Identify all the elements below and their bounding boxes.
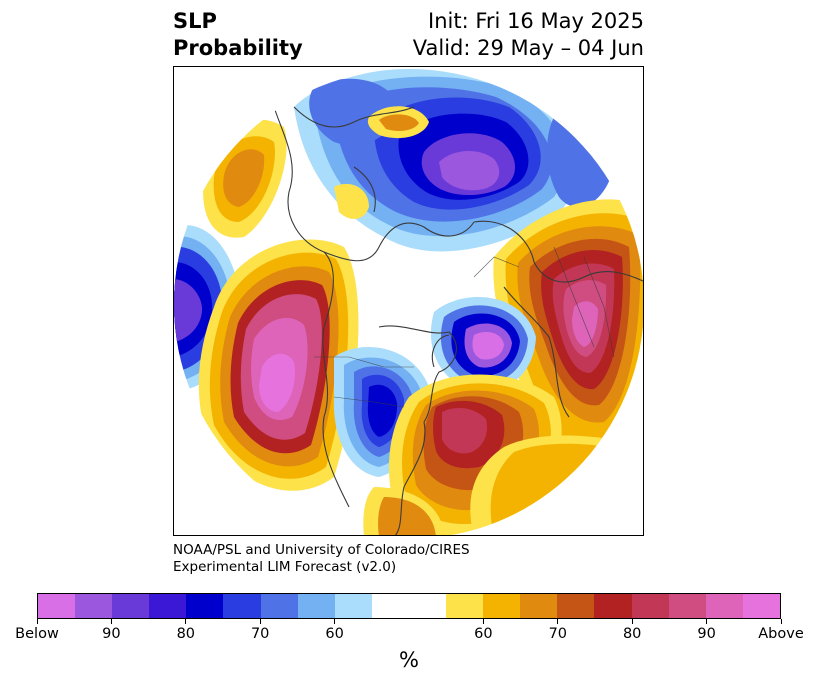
colorbar-tick-label: 90: [697, 626, 716, 642]
colorbar-tick: [110, 619, 112, 624]
colorbar-segment: [705, 594, 743, 618]
title-type: Probability: [173, 36, 303, 60]
colorbar-tick-label: 80: [176, 626, 196, 642]
colorbar-segment: [38, 594, 76, 618]
colorbar-segment: [668, 594, 706, 618]
colorbar-tick-label: 70: [548, 626, 568, 642]
colorbar-tick-label: Below: [15, 626, 59, 642]
credit-line1: NOAA/PSL and University of Colorado/CIRE…: [173, 542, 470, 558]
colorbar-tick-label: Above: [758, 626, 804, 642]
colorbar-segment: [557, 594, 595, 618]
colorbar-segment: [186, 594, 224, 618]
colorbar-tick: [780, 619, 782, 624]
colorbar-tick-label: 80: [622, 626, 642, 642]
colorbar-tick: [259, 619, 261, 624]
colorbar-segment: [408, 594, 447, 618]
colorbar-segment: [297, 594, 335, 618]
colorbar-tick-label: 90: [102, 626, 121, 642]
init-date: Init: Fri 16 May 2025: [428, 9, 644, 33]
colorbar-segment: [334, 594, 372, 618]
colorbar-tick: [185, 619, 187, 624]
colorbar-segment: [260, 594, 298, 618]
map-frame: [173, 66, 644, 536]
colorbar-tick: [557, 619, 559, 624]
colorbar-tick-label: 60: [474, 626, 493, 642]
probability-field: [174, 69, 643, 535]
colorbar-segment: [446, 594, 484, 618]
colorbar-segment: [223, 594, 261, 618]
colorbar-segment: [520, 594, 558, 618]
colorbar-segment: [371, 594, 409, 618]
colorbar-tick-label: 70: [250, 626, 270, 642]
northeast-pacific-high: [198, 239, 359, 491]
colorbar: [37, 593, 781, 619]
probability-map: [174, 69, 643, 535]
credit-line2: Experimental LIM Forecast (v2.0): [173, 559, 397, 575]
valid-period: Valid: 29 May – 04 Jun: [412, 36, 644, 60]
title-variable: SLP: [173, 9, 217, 33]
colorbar-segment: [112, 594, 150, 618]
north-atlantic-low: [430, 297, 536, 391]
colorbar-tick-label: 60: [325, 626, 344, 642]
credit: NOAA/PSL and University of Colorado/CIRE…: [173, 542, 470, 576]
colorbar-segment: [75, 594, 113, 618]
colorbar-tick: [482, 619, 484, 624]
colorbar-unit: %: [399, 648, 419, 672]
colorbar-segment: [149, 594, 187, 618]
colorbar-tick: [631, 619, 633, 624]
coastlines: [273, 86, 643, 535]
colorbar-segment: [742, 594, 780, 618]
colorbar-segment: [631, 594, 669, 618]
title-left: SLP Probability: [173, 8, 303, 62]
colorbar-tick: [706, 619, 708, 624]
colorbar-segment: [483, 594, 521, 618]
colorbar-tick: [36, 619, 38, 624]
colorbar-tick: [334, 619, 336, 624]
colorbar-segment: [594, 594, 632, 618]
title-right: Init: Fri 16 May 2025 Valid: 29 May – 04…: [413, 8, 644, 62]
